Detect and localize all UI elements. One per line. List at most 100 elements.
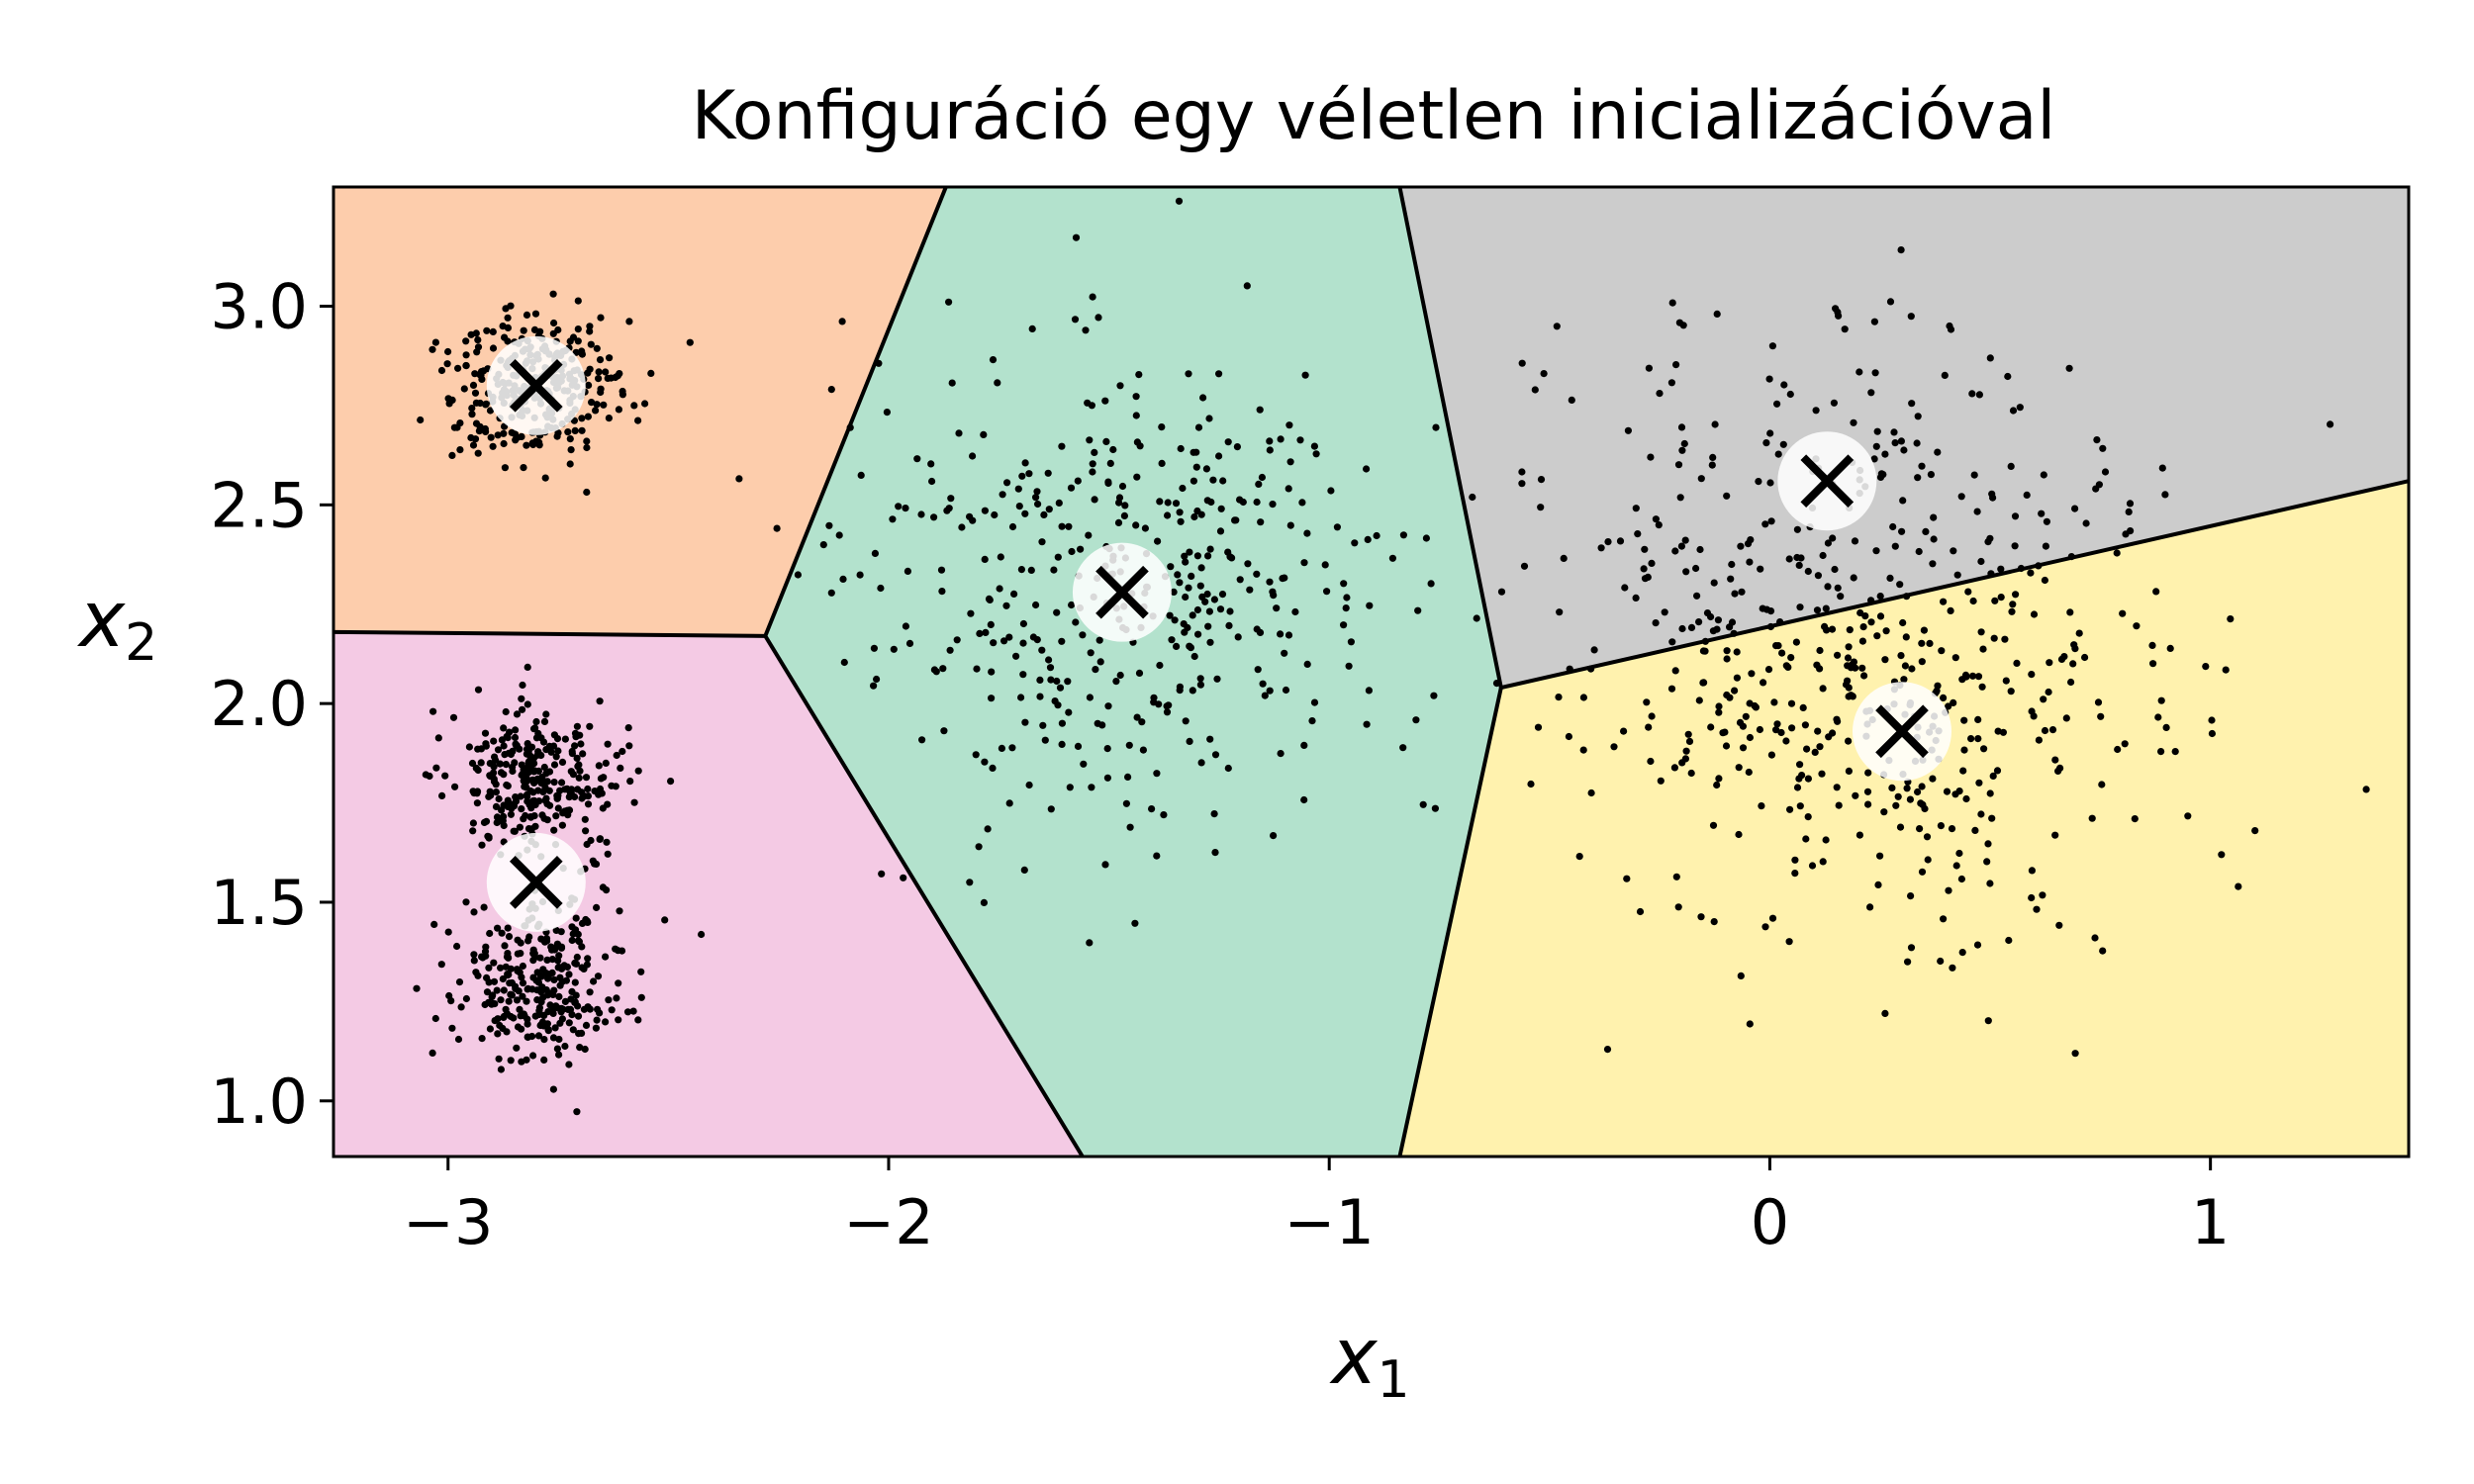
data-point bbox=[735, 475, 743, 483]
data-point bbox=[1681, 536, 1689, 544]
data-point bbox=[2055, 921, 2063, 929]
boundary-line bbox=[763, 186, 948, 637]
data-point bbox=[554, 325, 562, 334]
data-point bbox=[518, 1025, 525, 1033]
data-point bbox=[1054, 553, 1062, 561]
data-point bbox=[486, 1025, 494, 1033]
data-point bbox=[572, 991, 580, 999]
data-point bbox=[1053, 608, 1061, 616]
data-point bbox=[939, 665, 947, 673]
data-point bbox=[554, 747, 562, 755]
data-point bbox=[1764, 666, 1773, 674]
data-point bbox=[2131, 815, 2139, 823]
region-5 bbox=[1399, 481, 2409, 1157]
data-point bbox=[1399, 744, 1407, 752]
data-point bbox=[2016, 404, 2024, 412]
data-point bbox=[1058, 740, 1066, 749]
data-point bbox=[1215, 452, 1223, 460]
data-point bbox=[975, 843, 983, 851]
data-point bbox=[1748, 670, 1756, 678]
data-point bbox=[1177, 444, 1185, 453]
data-point bbox=[2162, 723, 2170, 732]
data-point bbox=[540, 717, 549, 726]
data-point bbox=[540, 1056, 548, 1064]
data-point bbox=[473, 348, 481, 356]
data-point bbox=[494, 924, 502, 932]
data-point bbox=[1343, 594, 1351, 602]
data-point bbox=[593, 903, 601, 912]
data-point bbox=[1737, 972, 1745, 980]
data-point bbox=[1765, 375, 1773, 383]
data-point bbox=[1674, 461, 1683, 469]
data-point bbox=[1715, 775, 1723, 783]
data-point bbox=[568, 747, 576, 756]
data-point bbox=[1802, 835, 1810, 843]
data-point bbox=[883, 409, 892, 417]
data-point bbox=[1186, 737, 1193, 746]
data-point bbox=[1924, 856, 1932, 864]
data-point bbox=[1632, 505, 1640, 512]
data-point bbox=[629, 1007, 637, 1015]
data-point bbox=[1852, 791, 1859, 799]
data-point bbox=[1923, 833, 1932, 841]
data-point bbox=[1731, 687, 1739, 695]
data-point bbox=[698, 930, 706, 939]
data-point bbox=[1907, 944, 1916, 952]
data-point bbox=[1738, 588, 1746, 596]
data-point bbox=[602, 368, 610, 376]
data-point bbox=[474, 336, 482, 344]
data-point bbox=[1065, 708, 1073, 716]
data-point bbox=[520, 464, 527, 472]
data-point bbox=[1816, 743, 1824, 751]
data-point bbox=[1870, 318, 1878, 325]
data-point bbox=[1036, 676, 1044, 685]
data-point bbox=[2119, 609, 2127, 617]
data-point bbox=[544, 1026, 552, 1034]
data-point bbox=[1945, 702, 1952, 710]
data-point bbox=[487, 433, 495, 441]
data-point bbox=[1813, 606, 1822, 614]
data-point bbox=[1940, 694, 1948, 702]
data-point bbox=[1867, 389, 1875, 397]
data-point bbox=[503, 1028, 511, 1036]
data-point bbox=[1025, 470, 1033, 478]
data-point bbox=[1861, 612, 1869, 620]
data-point bbox=[1767, 517, 1775, 525]
data-point bbox=[870, 682, 878, 690]
data-point bbox=[569, 771, 578, 779]
data-point bbox=[1259, 680, 1267, 688]
data-point bbox=[494, 1030, 502, 1038]
data-point bbox=[1709, 627, 1717, 635]
data-point bbox=[1962, 794, 1970, 803]
data-point bbox=[1363, 720, 1371, 728]
data-point bbox=[1121, 502, 1129, 510]
data-point bbox=[1017, 566, 1025, 574]
data-point bbox=[1762, 605, 1770, 613]
data-point bbox=[489, 442, 497, 450]
data-point bbox=[905, 639, 914, 648]
data-point bbox=[1556, 608, 1564, 616]
data-point bbox=[513, 1044, 521, 1052]
data-point bbox=[1903, 785, 1911, 792]
data-point bbox=[1700, 679, 1708, 687]
data-point bbox=[2154, 713, 2162, 721]
data-point bbox=[578, 788, 586, 796]
data-point bbox=[512, 984, 520, 993]
data-point bbox=[534, 1032, 543, 1040]
data-point bbox=[2149, 660, 2157, 668]
data-point bbox=[561, 997, 570, 1006]
data-point bbox=[1254, 666, 1262, 674]
data-point bbox=[1125, 741, 1133, 749]
data-point bbox=[1811, 748, 1819, 757]
data-point bbox=[1888, 784, 1896, 792]
data-point bbox=[495, 794, 503, 803]
data-point bbox=[2098, 781, 2106, 788]
data-point bbox=[1692, 564, 1700, 573]
data-point bbox=[989, 764, 997, 773]
data-point bbox=[602, 1018, 610, 1026]
data-point bbox=[1814, 727, 1822, 735]
data-point bbox=[1873, 427, 1881, 435]
data-point bbox=[1412, 716, 1420, 724]
data-point bbox=[1193, 552, 1201, 560]
data-point bbox=[1655, 521, 1663, 529]
